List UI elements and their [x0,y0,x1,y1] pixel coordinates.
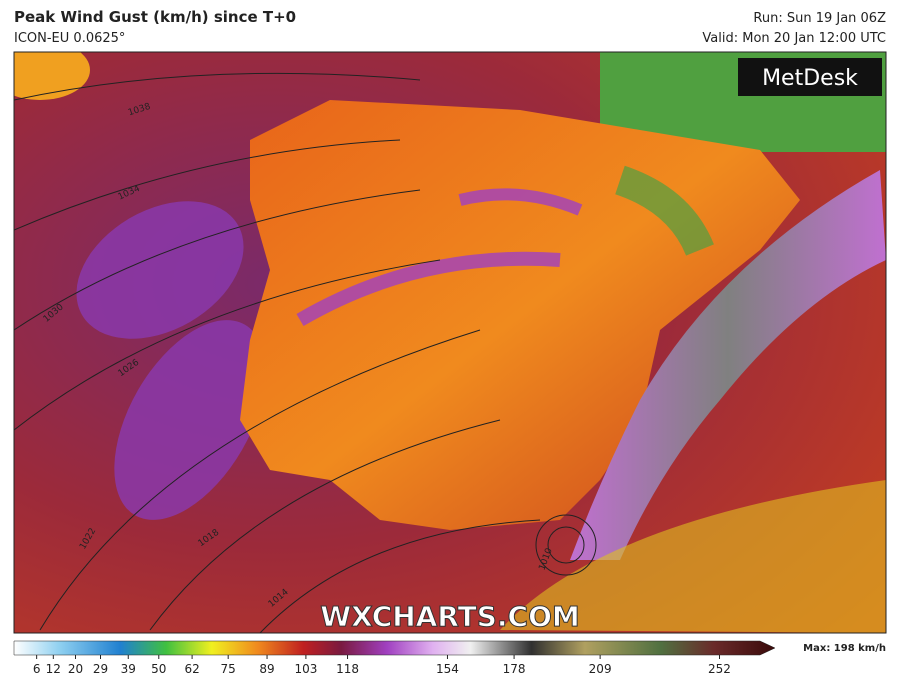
colorbar-tick-label: 118 [336,662,359,676]
africa-gusts [500,480,886,633]
colorbar-tick-label: 20 [68,662,83,676]
colorbar-tick-label: 50 [151,662,166,676]
map [14,52,886,633]
colorbar-tick-label: 103 [294,662,317,676]
map-frame [13,51,887,634]
mountain-gusts [458,188,583,216]
brand-box [738,58,882,96]
colorbar-tick-label: 6 [33,662,41,676]
colorbar-tick-label: 89 [259,662,274,676]
colorbar-tick-label: 75 [221,662,236,676]
isobars [14,72,597,633]
colorbar-tick-label: 209 [589,662,612,676]
colorbar-tick-label: 12 [46,662,61,676]
title: Peak Wind Gust (km/h) since T+0 [14,8,296,26]
colorbar [13,640,776,656]
brand: MetDesk [762,66,858,91]
gust-area [114,320,266,520]
colorbar-tick-label: 252 [708,662,731,676]
run-time: Run: Sun 19 Jan 06Z [753,11,886,26]
colorbar-tick-label: 154 [436,662,459,676]
gust-area [76,201,244,339]
gust-area [14,52,90,100]
subtitle: ICON-EU 0.0625° [14,31,125,46]
max-label: Max: 198 km/h [803,643,886,654]
jet-band [570,170,886,560]
colorbar-tick-label: 178 [503,662,526,676]
mountain-gusts [296,251,561,327]
colorbar-tick-label: 39 [121,662,136,676]
colorbar-tick-label: 62 [184,662,199,676]
colorbar-tick-label: 29 [93,662,108,676]
valid-time: Valid: Mon 20 Jan 12:00 UTC [702,31,886,46]
ebro-valley [614,165,714,257]
watermark: WXCHARTS.COM [320,600,580,633]
